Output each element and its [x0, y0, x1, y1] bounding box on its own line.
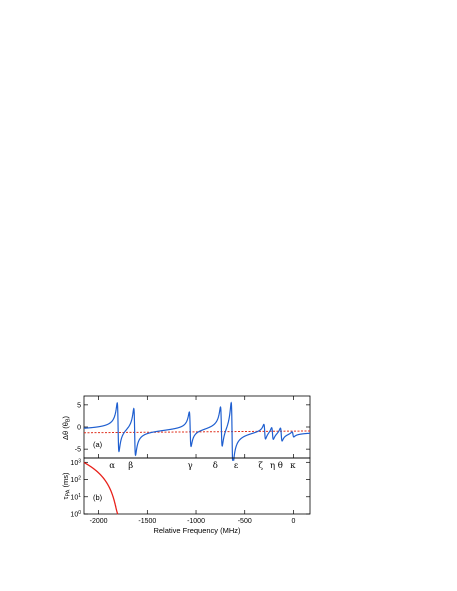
panel-a-reference-line — [83, 430, 311, 434]
panel-b-series-line — [83, 461, 119, 515]
panel-b-y-tick-exponent: 0 — [78, 510, 81, 516]
resonance-label-9: κ — [290, 461, 296, 471]
panel-b-ylabel: τ — [61, 496, 70, 499]
panel-a-y-tick-labels: 5 0 -5 — [75, 402, 81, 453]
panel-b-ylabel-end: (ms) — [61, 472, 70, 490]
panel-a-y-tick-label: -5 — [75, 447, 81, 454]
panel-b-ticks — [84, 454, 310, 515]
resonance-label-8: θ — [278, 461, 283, 471]
resonance-label-2: β — [128, 461, 133, 471]
panel-b-label: (b) — [93, 493, 103, 502]
panel-b-y-tick-exponent: 1 — [78, 493, 81, 499]
resonance-label-3: γ — [188, 461, 193, 471]
panel-a-ticks — [84, 396, 310, 450]
panel-a-series-line — [83, 401, 311, 461]
panel-a-label: (a) — [93, 440, 103, 449]
panel-b-y-tick-exponent: 2 — [78, 476, 81, 482]
panel-b-x-tick-label: -1000 — [187, 518, 205, 525]
panel-b-x-tick-label: -500 — [238, 518, 252, 525]
panel-b-x-tick-label: -2000 — [90, 518, 108, 525]
resonance-label-6: ζ — [258, 461, 263, 471]
panel-a-y-tick-label: 0 — [77, 425, 81, 432]
panel-b-y-tick-label: 101 — [70, 493, 81, 502]
panel-b-y-tick-base: 10 — [70, 512, 78, 519]
resonance-label-7: η — [270, 461, 275, 471]
panel-b-y-tick-base: 10 — [70, 494, 78, 501]
panel-b-ylabel-sub: PA — [66, 489, 72, 496]
panel-a: (a) 5 0 -5 Δθ (θB) — [61, 395, 311, 461]
panel-b-x-tick-label: 0 — [291, 518, 295, 525]
panel-a-ylabel: Δθ (θ — [61, 422, 70, 440]
panel-a-ylabel-sub: B — [66, 418, 72, 422]
panel-a-ylabel-end: ) — [61, 415, 70, 418]
panel-b-x-tick-labels: -2000 -1500 -1000 -500 0 — [90, 518, 296, 525]
panel-b-y-tick-base: 10 — [70, 477, 78, 484]
panel-b-x-tick-label: -1500 — [138, 518, 156, 525]
panel-b-y-tick-base: 10 — [70, 460, 78, 467]
resonance-label-4: δ — [213, 461, 218, 471]
panel-b-y-tick-exponent: 3 — [78, 458, 81, 464]
panel-b-frame — [83, 457, 311, 515]
panel-b-y-tick-label: 100 — [70, 510, 81, 519]
panel-a-y-tick-label: 5 — [77, 402, 81, 409]
panel-b-y-tick-label: 102 — [70, 476, 81, 485]
resonance-label-5: ε — [234, 461, 239, 471]
panel-a-y-axis-title: Δθ (θB) — [61, 415, 72, 440]
resonance-label-1: α — [109, 461, 115, 471]
panel-b-y-tick-label: 103 — [70, 458, 81, 467]
panel-b-y-axis-title: τPA (ms) — [61, 472, 72, 499]
x-axis-title: Relative Frequency (MHz) — [153, 526, 241, 535]
